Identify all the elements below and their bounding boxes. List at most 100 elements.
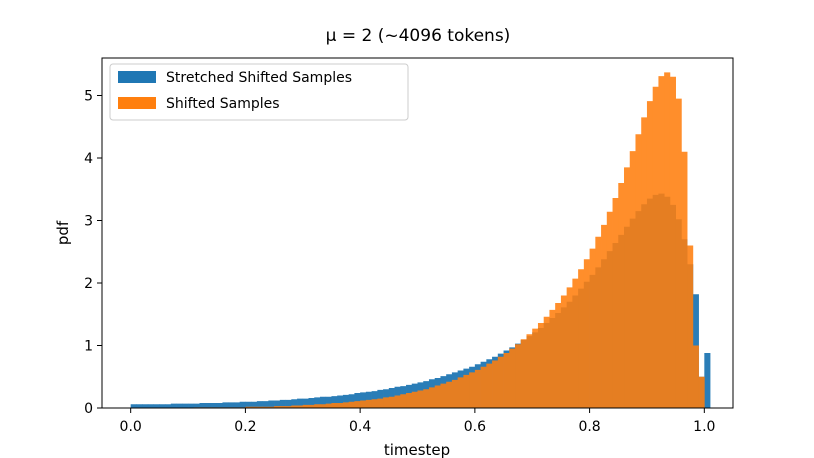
bar: [641, 117, 648, 409]
bar: [228, 402, 235, 409]
bar: [268, 406, 275, 408]
chart-title: μ = 2 (~4096 tokens): [326, 26, 511, 46]
bar: [406, 393, 413, 408]
bar: [193, 403, 200, 409]
bar: [687, 245, 694, 408]
bar: [601, 224, 608, 409]
bar: [618, 183, 625, 408]
legend-swatch-stretched: [118, 71, 156, 83]
bar: [245, 406, 252, 408]
bar: [348, 401, 355, 408]
legend: Stretched Shifted Samples Shifted Sample…: [109, 63, 409, 121]
bar: [371, 399, 378, 408]
bar: [463, 374, 470, 409]
bar: [142, 404, 149, 408]
bar: [251, 406, 258, 408]
bar: [469, 372, 476, 409]
y-axis-ticks: 0 1 2 3 4 5: [84, 89, 102, 417]
plot-frame: [101, 57, 734, 409]
bar: [251, 401, 258, 408]
bar: [337, 403, 344, 408]
bar: [606, 211, 613, 408]
legend-label-shifted: Shifted Samples: [166, 96, 280, 112]
bar: [274, 400, 281, 408]
bar: [572, 278, 579, 409]
bar: [262, 406, 269, 408]
legend-box: [109, 63, 409, 121]
bar: [274, 406, 281, 409]
x-axis-label: timestep: [384, 441, 450, 458]
bar: [199, 403, 206, 408]
y-tick-label: 1: [84, 339, 93, 355]
bar: [446, 381, 453, 408]
bar: [319, 396, 327, 408]
bar: [354, 393, 361, 408]
bar: [136, 404, 143, 408]
bar: [176, 403, 183, 409]
bar: [595, 236, 602, 408]
bar: [153, 404, 160, 408]
bar: [365, 391, 372, 408]
legend-swatch-shifted: [118, 97, 156, 109]
x-tick-label: 0.8: [578, 419, 600, 435]
bar: [147, 404, 154, 408]
bar: [629, 151, 636, 409]
bar: [239, 401, 246, 408]
bar: [308, 404, 315, 409]
bar: [342, 402, 350, 409]
bar: [474, 369, 481, 409]
bar: [245, 401, 252, 408]
bar: [440, 383, 447, 409]
bar: [182, 403, 189, 409]
y-tick-label: 4: [84, 151, 93, 167]
bar: [188, 403, 195, 409]
bar: [285, 399, 292, 409]
x-tick-label: 0.0: [120, 419, 142, 435]
bar: [285, 406, 292, 409]
bar: [515, 344, 522, 408]
bar: [159, 404, 166, 408]
bar: [291, 405, 298, 408]
bar: [256, 406, 263, 408]
y-tick-label: 0: [84, 401, 93, 417]
bar: [492, 360, 499, 408]
bar: [509, 348, 516, 409]
bar: [302, 398, 309, 409]
bar: [331, 396, 338, 409]
x-tick-label: 0.6: [464, 419, 486, 435]
bar: [400, 394, 407, 408]
bar: [394, 395, 401, 408]
bar: [612, 198, 619, 408]
bar: [417, 390, 424, 408]
bar: [342, 394, 350, 409]
bar: [578, 269, 585, 408]
x-tick-label: 0.4: [349, 419, 371, 435]
y-tick-label: 3: [84, 214, 93, 230]
bar: [262, 401, 269, 409]
bar: [428, 387, 436, 409]
y-axis-label: pdf: [54, 220, 72, 245]
bar: [589, 248, 596, 409]
bar: [583, 259, 590, 408]
bars-layer: [130, 72, 711, 409]
bar: [681, 151, 688, 408]
bar: [423, 389, 430, 408]
legend-label-stretched: Stretched Shifted Samples: [166, 70, 352, 86]
bar: [130, 404, 137, 408]
bar: [388, 396, 395, 408]
bar: [675, 98, 682, 409]
bar: [205, 403, 212, 408]
bar: [537, 323, 545, 408]
bar: [256, 401, 263, 409]
x-tick-label: 0.2: [234, 419, 256, 435]
bar: [319, 404, 327, 408]
bar: [383, 397, 390, 409]
bar: [566, 287, 573, 409]
bar: [325, 396, 332, 408]
bar: [497, 356, 504, 408]
bar: [646, 101, 654, 409]
bar: [337, 395, 344, 408]
bar: [377, 398, 384, 409]
bar: [314, 404, 321, 408]
